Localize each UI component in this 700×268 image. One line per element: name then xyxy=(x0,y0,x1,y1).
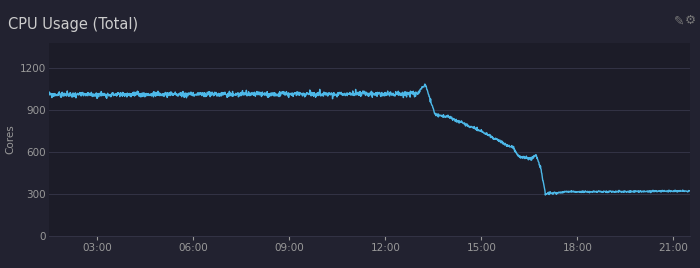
Text: ✎: ✎ xyxy=(674,14,685,27)
Text: CPU Usage (Total): CPU Usage (Total) xyxy=(8,17,139,32)
Y-axis label: Cores: Cores xyxy=(6,124,16,154)
Text: ⚙: ⚙ xyxy=(685,14,696,27)
